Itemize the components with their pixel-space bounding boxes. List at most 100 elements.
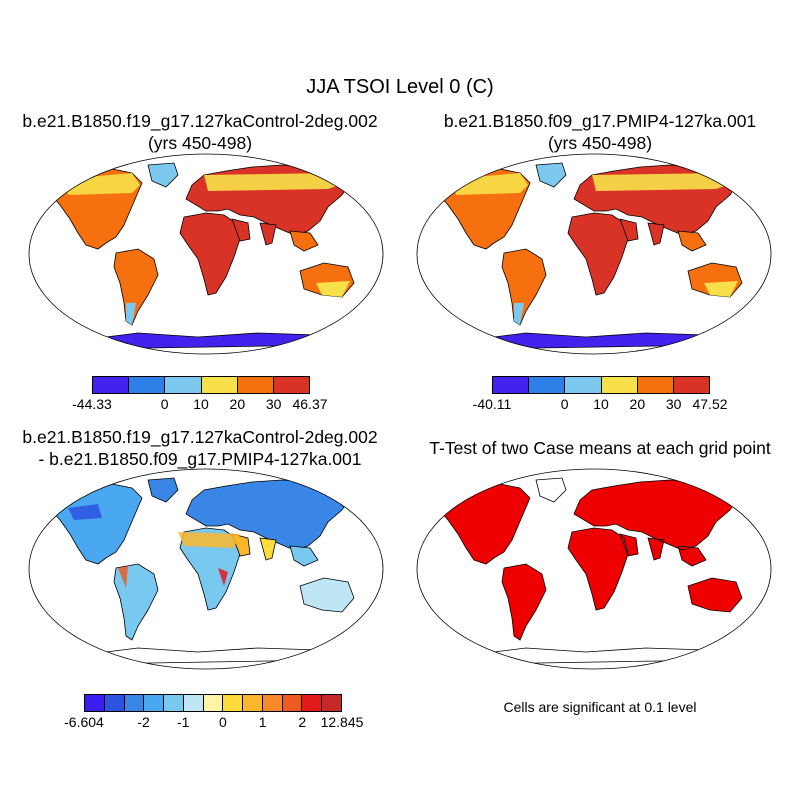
colorbar-box [302,695,323,711]
map-border [28,153,384,355]
panel-2-title-line2: (yrs 450-498) [547,133,653,153]
colorbar-box [262,695,283,711]
diff-anomaly-patch [178,532,240,548]
colorbar-box [282,695,303,711]
colorbar-box [93,377,130,393]
significant-cells-southeast-asia [678,546,706,566]
continent-antarctica [475,332,722,350]
colorbar-difference: -6.604 -2 -1 0 1 2 12.845 [64,694,363,732]
continent-australia [299,577,355,613]
diff-anomaly-patch [118,566,128,588]
continent-greenland [147,477,179,503]
cool-band-australia [316,281,350,297]
continent-arabia [619,218,639,242]
continent-antarctica [475,647,722,665]
panel-4-title: T-Test of two Case means at each grid po… [429,438,771,458]
colorbar-pmip4-labels: -40.11 0 10 20 30 47.52 [473,394,728,414]
continent-arabia [619,533,639,557]
colorbar-box [273,377,310,393]
panel-3-title: b.e21.B1850.f19_g17.127kaControl-2deg.00… [0,426,400,470]
colorbar-box [124,695,145,711]
continent-africa [567,527,629,611]
continent-greenland [535,162,567,188]
colorbar-box [322,695,341,711]
colorbar-box [85,695,105,711]
continent-north-america [47,483,143,565]
significant-cells-south-america [502,564,546,640]
colorbar-box [673,377,710,393]
cb3-label-1: -2 [137,714,150,730]
map-panel-ttest [416,468,772,670]
cb2-label-5: 47.52 [692,396,728,412]
colorbar-difference-boxes [84,694,342,712]
colorbar-box [637,377,674,393]
significant-cells-north-america [436,484,530,564]
map-border [416,468,772,670]
cb2-label-1: 0 [560,396,569,412]
cb2-label-4: 30 [665,396,682,412]
colorbar-box [144,695,165,711]
significant-cells-australia [688,578,742,612]
cb3-label-2: -1 [176,714,190,730]
continent-africa [567,212,629,296]
cb2-label-0: -40.11 [472,396,512,412]
significant-cells-india [648,538,664,560]
colorbar-box [104,695,125,711]
continent-india [259,222,277,246]
panel-1-title-line2: (yrs 450-498) [147,133,253,153]
continent-antarctica [87,332,334,350]
map-border [416,153,772,355]
continent-india [647,537,665,561]
map-panel-difference [28,468,384,670]
panel-2-title: b.e21.B1850.f09_g17.PMIP4-127ka.001 (yrs… [400,110,800,154]
diff-anomaly-patch [218,568,228,586]
colorbar-box [203,695,224,711]
cb2-label-3: 20 [629,396,646,412]
colorbar-box [165,377,202,393]
cool-band-eurasia [204,173,346,191]
colorbar-difference-labels: -6.604 -2 -1 0 1 2 12.845 [64,712,363,732]
panel-3-title-line1: b.e21.B1850.f19_g17.127kaControl-2deg.00… [22,427,378,447]
colorbar-control-labels: -44.33 0 10 20 30 46.37 [72,394,327,414]
cool-band-patagonia [514,303,524,325]
continent-antarctica [87,647,334,665]
continent-australia [687,577,743,613]
panel-3-title-line2: - b.e21.B1850.f09_g17.PMIP4-127ka.001 [38,449,362,469]
map-land-group [435,162,743,350]
colorbar-box [201,377,238,393]
cool-band-north-america [64,173,140,195]
cb3-label-4: 1 [258,714,267,730]
map-land-group [47,162,355,350]
significant-cells-africa [568,528,628,610]
continent-south-america [113,248,159,326]
continent-eurasia [573,479,739,551]
continent-southeast-asia [289,230,319,252]
map-panel-control [28,153,384,355]
colorbar-box [183,695,204,711]
colorbar-box [129,377,166,393]
significance-note: Cells are significant at 0.1 level [503,699,697,715]
continent-india [259,537,277,561]
figure-title: JJA TSOI Level 0 (C) [306,76,494,98]
cool-band-patagonia [126,303,136,325]
diff-anomaly-patch [68,504,102,520]
continent-south-america [501,563,547,641]
cb2-label-2: 10 [593,396,609,412]
significant-cells-eurasia [574,480,738,550]
continent-africa [179,212,241,296]
panel-1-title: b.e21.B1850.f19_g17.127kaControl-2deg.00… [0,110,400,154]
cool-band-australia [704,281,738,297]
map-land-group [435,477,743,665]
continent-africa [179,527,241,611]
colorbar-box [601,377,638,393]
colorbar-control-boxes [92,376,310,394]
cb1-label-3: 20 [229,396,246,412]
cb3-label-6: 12.845 [320,714,364,730]
cb1-label-4: 30 [265,396,282,412]
colorbar-box [164,695,184,711]
colorbar-box [243,695,263,711]
colorbar-pmip4-boxes [492,376,710,394]
colorbar-control: -44.33 0 10 20 30 46.37 [72,376,328,414]
continent-arabia [231,218,251,242]
continent-southeast-asia [677,230,707,252]
